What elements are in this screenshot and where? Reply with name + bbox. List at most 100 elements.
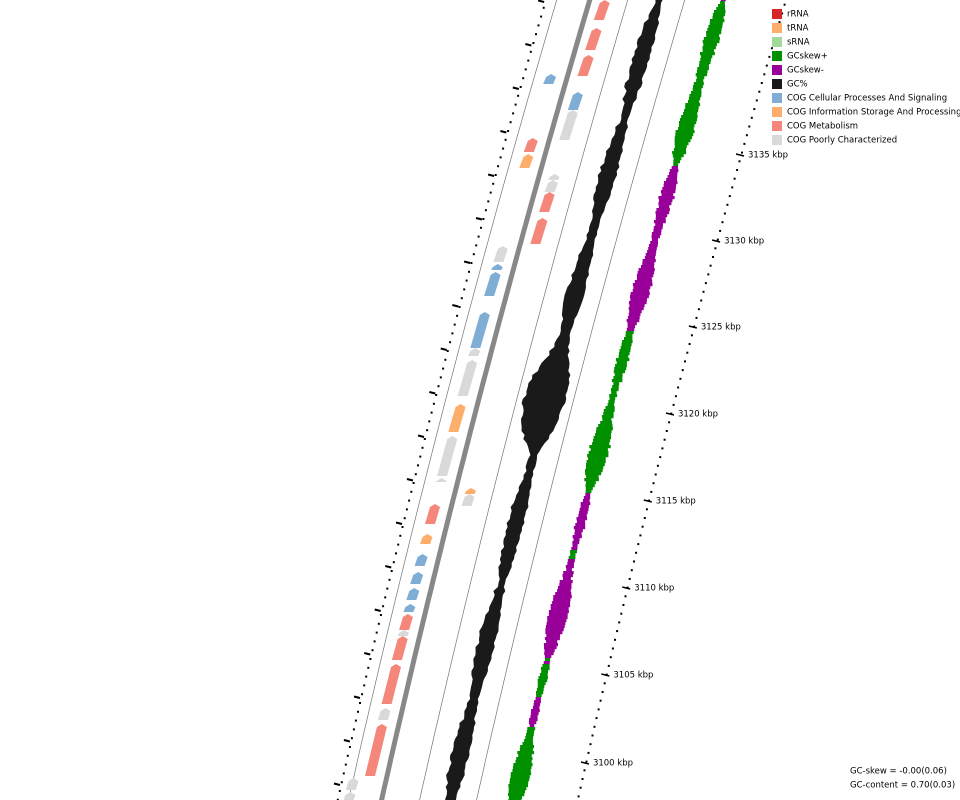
gc-skew-bar	[663, 181, 678, 185]
gc-skew-bar	[609, 394, 618, 398]
gene-feature	[399, 614, 413, 630]
legend-label: COG Information Storage And Processing	[787, 108, 960, 118]
gc-skew-bar	[693, 85, 703, 89]
gene-feature	[519, 154, 534, 168]
gene-feature	[403, 604, 416, 612]
inner-dot	[367, 666, 370, 669]
scale-dot	[601, 691, 604, 693]
scale-dot	[721, 221, 724, 224]
scale-dot	[622, 604, 625, 606]
gc-skew-bar	[626, 319, 640, 323]
gc-skew-bar	[644, 256, 656, 260]
gc-skew-bar	[645, 253, 656, 257]
gene-feature	[435, 478, 447, 482]
inner-dot	[336, 798, 339, 800]
gc-skew-bar	[706, 31, 722, 35]
inner-tick	[500, 130, 507, 134]
inner-dot	[497, 165, 500, 168]
gene-feature	[539, 192, 555, 212]
gc-skew-bar	[508, 784, 528, 788]
gc-skew-bar	[674, 142, 689, 146]
gc-skew-bar	[553, 595, 572, 599]
gc-skew-bar	[699, 64, 709, 68]
legend-label: sRNA	[787, 38, 810, 48]
scale-dot	[748, 125, 751, 128]
scale-dot	[770, 47, 773, 50]
inner-tick	[452, 304, 459, 308]
legend-swatch	[772, 135, 782, 145]
gc-skew-bar	[620, 346, 631, 350]
scale-dot	[639, 534, 642, 537]
scale-dot	[700, 299, 703, 302]
gc-skew-bar	[525, 736, 534, 740]
gene-feature	[377, 708, 391, 720]
gc-skew-bar	[638, 268, 655, 272]
inner-dot	[388, 578, 391, 581]
gc-skew-bar	[578, 514, 587, 518]
gc-skew-bar	[520, 745, 535, 749]
gc-skew-bar	[574, 532, 582, 536]
gc-skew-bar	[630, 295, 649, 299]
gc-skew-bar	[675, 133, 694, 137]
inner-tick	[440, 347, 447, 351]
gc-skew-bar	[673, 157, 682, 161]
gc-skew-bar	[688, 97, 701, 101]
gc-skew-summary: GC-skew = -0.00(0.06)	[850, 767, 947, 777]
inner-tick	[475, 217, 483, 221]
gc-skew-bar	[622, 340, 633, 344]
gc-skew-bar	[544, 649, 555, 653]
legend-swatch	[772, 37, 782, 47]
gc-skew-bar	[566, 568, 572, 572]
gc-skew-bar	[672, 151, 687, 155]
scale-tick	[643, 499, 652, 503]
gene-feature	[397, 630, 410, 636]
inner-dot	[408, 499, 411, 502]
scale-dot	[618, 621, 621, 624]
gene-feature	[391, 636, 408, 660]
inner-tick	[406, 478, 414, 482]
gc-skew-bar	[655, 214, 668, 218]
gc-skew-bar	[703, 37, 720, 41]
scale-dot	[781, 12, 784, 15]
gc-skew-bar	[545, 628, 564, 632]
gc-skew-bar	[550, 607, 569, 611]
gc-skew-bar	[647, 250, 657, 254]
gc-skew-bar	[618, 355, 629, 359]
gc-skew-bar	[681, 115, 698, 119]
gc-skew-bar	[550, 604, 571, 608]
scale-dot	[611, 647, 614, 650]
scale-dot	[686, 351, 689, 354]
inner-dot	[428, 420, 431, 423]
gc-skew-bar	[568, 556, 576, 560]
gc-skew-bar	[626, 328, 635, 332]
gc-skew-bar	[513, 766, 532, 770]
scale-dot	[579, 786, 582, 789]
gc-skew-bar	[584, 478, 599, 482]
inner-dot	[430, 411, 433, 414]
scale-dot	[760, 82, 763, 84]
gc-skew-bar	[586, 466, 604, 470]
inner-dot	[458, 306, 461, 308]
inner-dot	[414, 473, 417, 476]
gene-feature	[544, 180, 558, 192]
gc-skew-bar	[714, 10, 726, 14]
inner-dot	[542, 6, 545, 9]
legend-swatch	[772, 51, 782, 61]
scale-dot	[743, 142, 746, 145]
gc-skew-bar	[558, 586, 572, 590]
inner-tick	[353, 695, 361, 699]
gc-skew-bar	[559, 580, 573, 584]
gc-skew-bar	[655, 223, 663, 227]
inner-tick	[429, 391, 436, 395]
gc-skew-bar	[674, 145, 687, 149]
gene-feature	[425, 504, 440, 524]
scale-dot	[593, 725, 596, 728]
gc-skew-bar	[614, 367, 627, 371]
gc-skew-bar	[666, 178, 677, 182]
inner-tick	[537, 0, 545, 3]
gc-skew-bar	[651, 238, 658, 242]
inner-dot	[456, 314, 459, 317]
inner-dot	[522, 77, 525, 80]
scale-tick	[665, 412, 675, 416]
gc-skew-bar	[716, 7, 726, 11]
